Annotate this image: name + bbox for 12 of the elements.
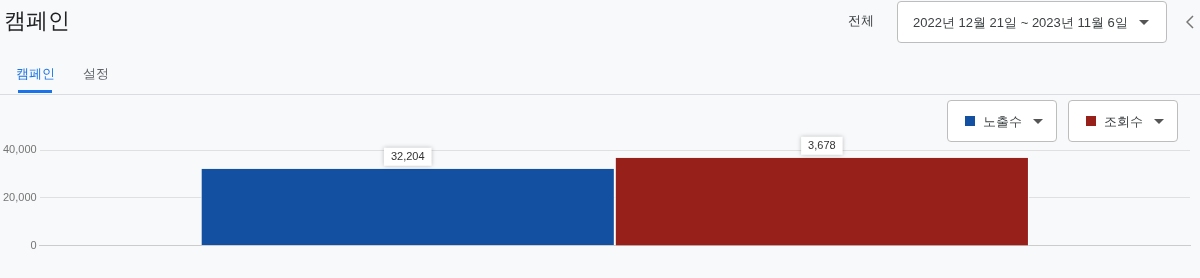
data-label: 3,678: [808, 138, 836, 151]
legend-label: 조회수: [1104, 113, 1143, 131]
text: 2022년 12월 21일 ~ 2023년 11월 6일: [913, 14, 1128, 32]
text: 전체: [848, 12, 874, 30]
y-tick-label: 0: [30, 238, 37, 251]
chart-title: 캠페인: [4, 7, 70, 35]
y-tick-label: 20,000: [2, 190, 37, 203]
data-label: 32,204: [390, 149, 425, 162]
y-tick-label: 40,000: [2, 143, 37, 156]
legend-label: 노출수: [983, 113, 1022, 131]
text: 캠페인: [16, 65, 55, 83]
text: 설정: [83, 65, 109, 83]
